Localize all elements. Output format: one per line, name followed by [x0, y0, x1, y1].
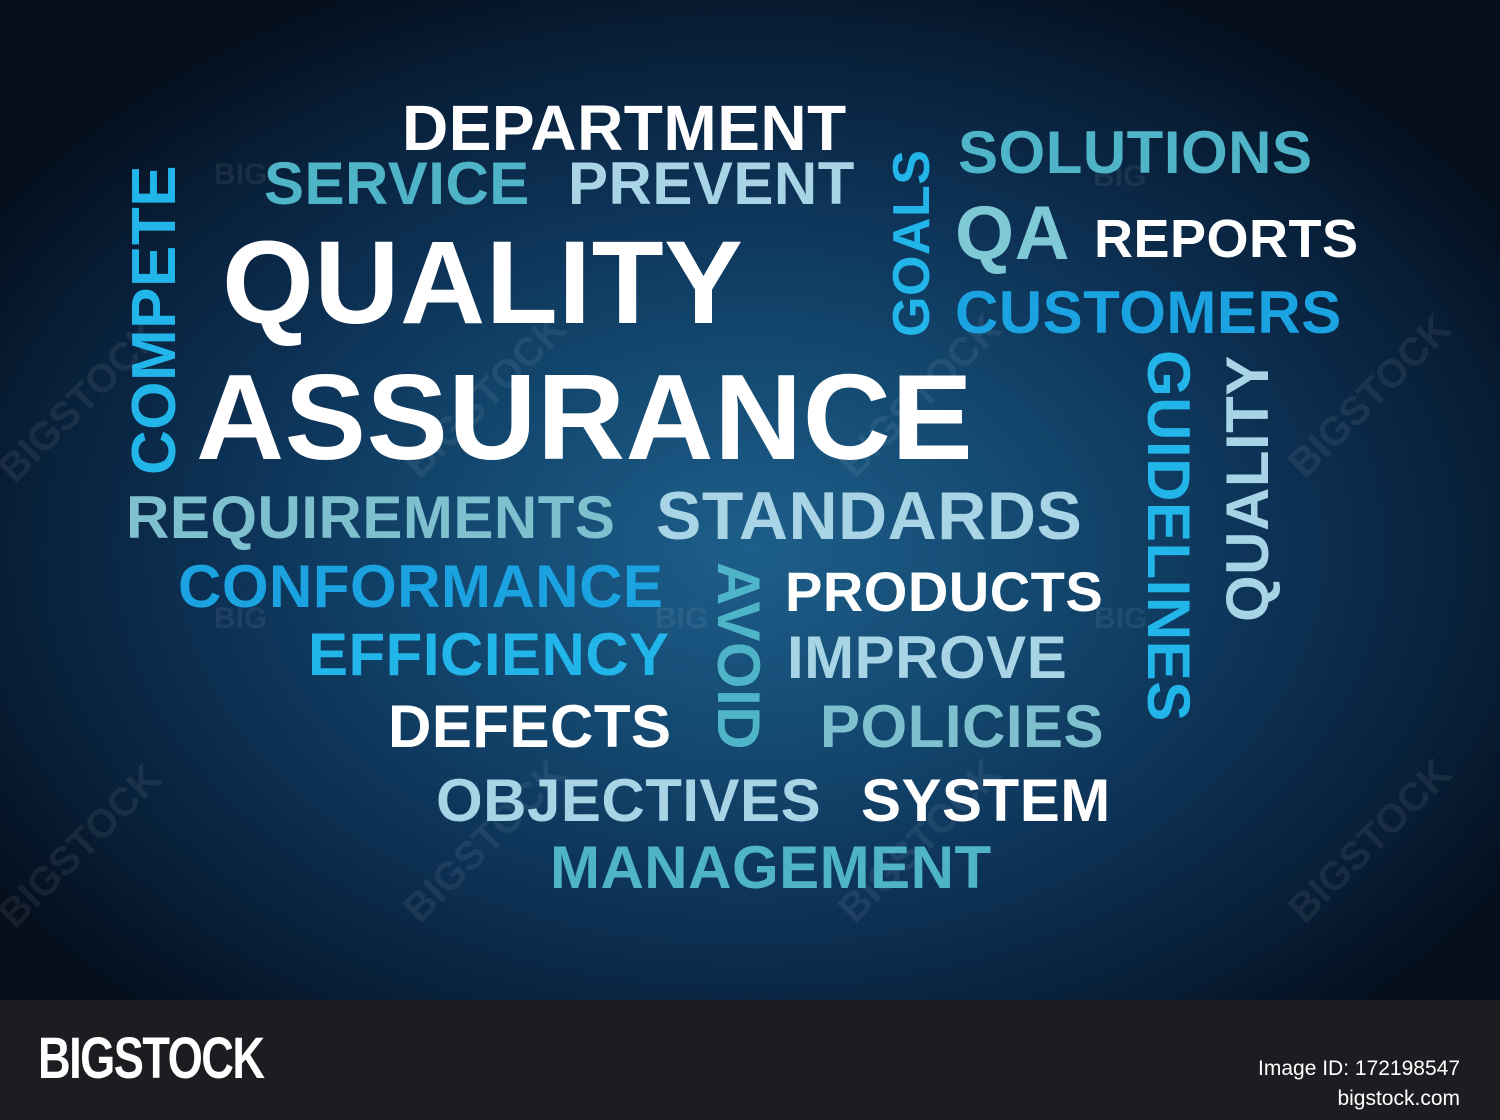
word-products: PRODUCTS	[785, 560, 1104, 623]
word-cloud: BIG BIG BIG BIG BIG BIGSTOCK BIGSTOCK BI…	[0, 0, 1500, 1000]
word-assurance: ASSURANCE	[196, 349, 974, 485]
watermark-big: BIG	[214, 158, 268, 191]
word-efficiency: EFFICIENCY	[308, 621, 670, 688]
word-reports: REPORTS	[1094, 209, 1359, 269]
watermark-big: BIG	[214, 602, 268, 635]
word-goals: GOALS	[883, 149, 941, 337]
word-customers: CUSTOMERS	[955, 279, 1342, 346]
watermark-bigstock: BIGSTOCK	[0, 756, 170, 937]
word-improve: IMPROVE	[787, 624, 1068, 691]
word-management: MANAGEMENT	[550, 834, 992, 901]
word-quality-side: QUALITY	[1214, 355, 1281, 622]
watermark-big: BIG	[1094, 602, 1148, 635]
word-department: DEPARTMENT	[402, 92, 847, 164]
footer-bar: BIGSTOCK Image ID: 172198547 bigstock.co…	[0, 1000, 1500, 1120]
word-defects: DEFECTS	[388, 693, 672, 760]
bigstock-logo: BIGSTOCK	[38, 1026, 265, 1091]
word-compete: COMPETE	[120, 164, 189, 475]
word-avoid: AVOID	[705, 562, 772, 751]
word-guidelines: GUIDELINES	[1135, 350, 1202, 722]
word-standards: STANDARDS	[656, 478, 1083, 554]
word-conformance: CONFORMANCE	[178, 553, 664, 620]
image-id: Image ID: 172198547	[1258, 1057, 1460, 1080]
word-policies: POLICIES	[820, 693, 1105, 760]
word-prevent: PREVENT	[568, 150, 855, 217]
watermark-bigstock: BIGSTOCK	[1280, 751, 1460, 932]
word-system: SYSTEM	[861, 767, 1111, 834]
watermark-big: BIG	[655, 602, 709, 635]
watermark-big: BIG	[1093, 160, 1147, 193]
site-url: bigstock.com	[1337, 1087, 1460, 1110]
word-qa: QA	[955, 191, 1070, 276]
word-requirements: REQUIREMENTS	[126, 484, 616, 551]
word-solutions: SOLUTIONS	[958, 119, 1313, 186]
word-service: SERVICE	[264, 150, 530, 217]
word-quality-main: QUALITY	[222, 217, 744, 349]
word-objectives: OBJECTIVES	[436, 767, 822, 834]
